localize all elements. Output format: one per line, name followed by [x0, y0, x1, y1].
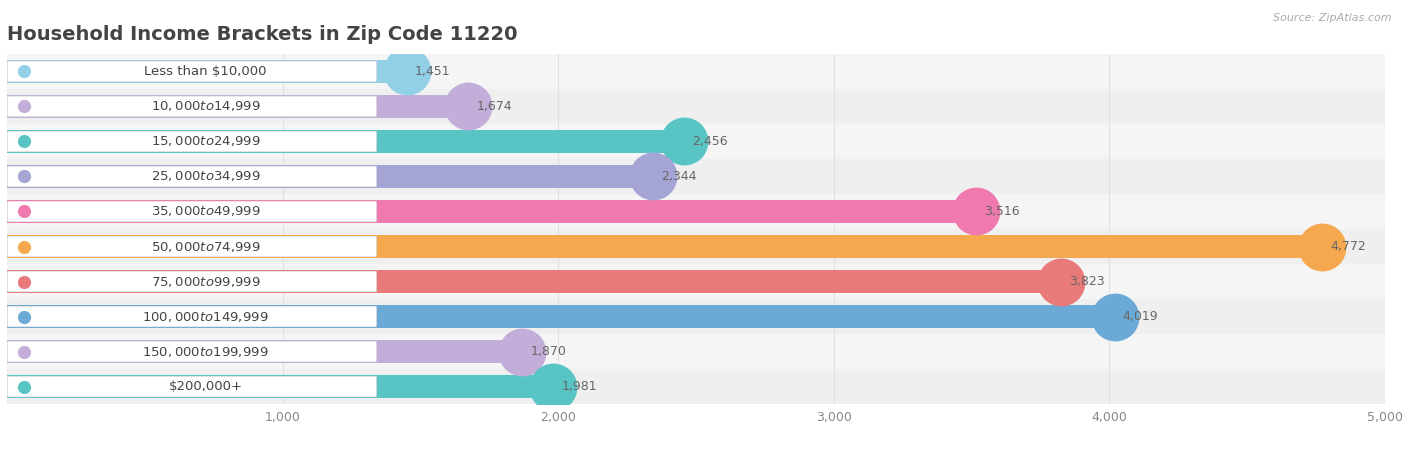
- Bar: [7, 369, 1385, 404]
- Text: 3,516: 3,516: [984, 205, 1019, 218]
- FancyBboxPatch shape: [7, 306, 377, 327]
- Text: 4,019: 4,019: [1123, 310, 1159, 323]
- FancyBboxPatch shape: [7, 341, 377, 362]
- FancyBboxPatch shape: [7, 202, 377, 221]
- Bar: [7, 89, 1385, 124]
- Bar: [7, 165, 652, 188]
- Text: 4,772: 4,772: [1330, 240, 1367, 253]
- FancyBboxPatch shape: [7, 342, 377, 361]
- Bar: [7, 334, 1385, 369]
- FancyBboxPatch shape: [7, 236, 377, 257]
- Text: $50,000 to $74,999: $50,000 to $74,999: [150, 239, 260, 254]
- FancyBboxPatch shape: [7, 167, 377, 186]
- Text: $100,000 to $149,999: $100,000 to $149,999: [142, 309, 269, 324]
- FancyBboxPatch shape: [7, 237, 377, 256]
- Bar: [7, 375, 553, 398]
- Text: Household Income Brackets in Zip Code 11220: Household Income Brackets in Zip Code 11…: [7, 25, 517, 44]
- Bar: [7, 159, 1385, 194]
- FancyBboxPatch shape: [7, 97, 377, 116]
- FancyBboxPatch shape: [7, 307, 377, 326]
- FancyBboxPatch shape: [7, 377, 377, 396]
- Text: 2,456: 2,456: [692, 135, 728, 148]
- FancyBboxPatch shape: [7, 166, 377, 187]
- Bar: [7, 340, 523, 363]
- Text: $35,000 to $49,999: $35,000 to $49,999: [150, 204, 260, 219]
- FancyBboxPatch shape: [7, 61, 377, 82]
- Bar: [7, 130, 683, 153]
- Text: Less than $10,000: Less than $10,000: [145, 65, 267, 78]
- Bar: [7, 299, 1385, 334]
- FancyBboxPatch shape: [7, 62, 377, 81]
- Text: 1,451: 1,451: [415, 65, 451, 78]
- Bar: [7, 270, 1060, 293]
- Text: 2,344: 2,344: [661, 170, 697, 183]
- Text: 1,981: 1,981: [561, 380, 596, 393]
- Text: $15,000 to $24,999: $15,000 to $24,999: [150, 134, 260, 149]
- Bar: [7, 229, 1385, 264]
- FancyBboxPatch shape: [7, 272, 377, 291]
- Bar: [7, 200, 976, 223]
- Bar: [7, 194, 1385, 229]
- Text: Source: ZipAtlas.com: Source: ZipAtlas.com: [1274, 13, 1392, 23]
- Bar: [7, 60, 406, 83]
- Text: $200,000+: $200,000+: [169, 380, 242, 393]
- Bar: [7, 235, 1322, 258]
- Text: $150,000 to $199,999: $150,000 to $199,999: [142, 344, 269, 359]
- Bar: [7, 95, 468, 118]
- FancyBboxPatch shape: [7, 132, 377, 151]
- Text: 1,674: 1,674: [477, 100, 512, 113]
- Bar: [7, 305, 1115, 328]
- Bar: [7, 264, 1385, 299]
- FancyBboxPatch shape: [7, 201, 377, 222]
- Text: 3,823: 3,823: [1069, 275, 1105, 288]
- FancyBboxPatch shape: [7, 376, 377, 397]
- FancyBboxPatch shape: [7, 131, 377, 152]
- Text: $25,000 to $34,999: $25,000 to $34,999: [150, 169, 260, 184]
- Text: 1,870: 1,870: [530, 345, 567, 358]
- FancyBboxPatch shape: [7, 271, 377, 292]
- Bar: [7, 54, 1385, 89]
- FancyBboxPatch shape: [7, 96, 377, 117]
- Text: $75,000 to $99,999: $75,000 to $99,999: [150, 274, 260, 289]
- Bar: [7, 124, 1385, 159]
- Text: $10,000 to $14,999: $10,000 to $14,999: [150, 99, 260, 114]
